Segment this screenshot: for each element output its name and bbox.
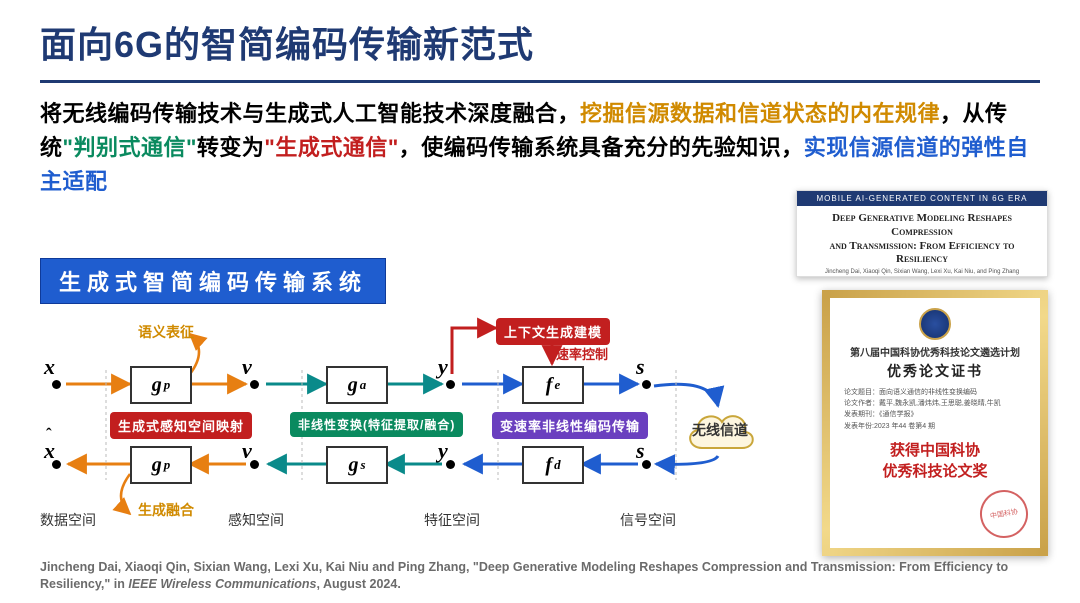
citation: Jincheng Dai, Xiaoqi Qin, Sixian Wang, L… <box>40 559 1040 593</box>
body-seg4: "判别式通信" <box>63 135 197 160</box>
box-gp1: gp <box>130 366 192 404</box>
var-s: s <box>636 354 645 380</box>
page-title: 面向6G的智简编码传输新范式 <box>40 16 1040 68</box>
dot-x <box>52 380 61 389</box>
cloud-label: 无线信道 <box>692 423 748 438</box>
pill-context: 上下文生成建模 <box>496 318 610 345</box>
cert-award: 获得中国科协优秀科技论文奖 <box>840 440 1030 482</box>
ann-fuse: 生成融合 <box>138 500 194 520</box>
section-label: 生成式智简编码传输系统 <box>40 258 386 304</box>
axis-2: 特征空间 <box>424 510 480 530</box>
body-seg5: 转变为 <box>197 135 265 160</box>
paper-thumbnail: MOBILE AI-GENERATED CONTENT IN 6G ERA De… <box>796 190 1048 277</box>
ann-rate: 速率控制 <box>556 344 608 363</box>
ann-sem: 语义表征 <box>138 322 194 342</box>
cert-meta: 论文题目：面向语义通信的非线性变换编码 论文作者：戴平,魏永凯,潘炜炜,王思聪,… <box>844 387 1026 432</box>
cloud-channel: 无线信道 <box>682 402 758 460</box>
paper-bar: MOBILE AI-GENERATED CONTENT IN 6G ERA <box>797 191 1047 206</box>
paper-title: Deep Generative Modeling Reshapes Compre… <box>797 206 1047 269</box>
var-y: y <box>438 354 448 380</box>
cert-line1: 第八届中国科协优秀科技论文遴选计划 <box>840 344 1030 359</box>
dot-s <box>642 380 651 389</box>
axis-0: 数据空间 <box>40 510 96 530</box>
pill-red: 生成式感知空间映射 <box>110 412 252 439</box>
box-fe: fe <box>522 366 584 404</box>
var-yh: ˆy <box>438 438 448 464</box>
paper-authors: Jincheng Dai, Xiaoqi Qin, Sixian Wang, L… <box>797 269 1047 275</box>
dot-vh <box>250 460 259 469</box>
cert-badge-icon <box>919 308 951 340</box>
axis-1: 感知空间 <box>228 510 284 530</box>
dot-sh <box>642 460 651 469</box>
title-bar: 面向6G的智简编码传输新范式 <box>0 0 1080 74</box>
cert-line2: 优秀论文证书 <box>840 361 1030 381</box>
body-text: 将无线编码传输技术与生成式人工智能技术深度融合，挖掘信源数据和信道状态的内在规律… <box>0 83 1080 199</box>
certificate: 第八届中国科协优秀科技论文遴选计划 优秀论文证书 论文题目：面向语义通信的非线性… <box>822 290 1048 556</box>
cert-seal-icon: 中国科协 <box>976 486 1032 542</box>
body-seg1: 将无线编码传输技术与生成式人工智能技术深度融合， <box>40 101 580 126</box>
box-ga: ga <box>326 366 388 404</box>
var-vh: ˆv <box>242 438 252 464</box>
var-x: x <box>44 354 55 380</box>
box-fd: fd <box>522 446 584 484</box>
body-seg6: "生成式通信" <box>264 135 398 160</box>
axis-3: 信号空间 <box>620 510 676 530</box>
box-gp2: gp <box>130 446 192 484</box>
dot-v <box>250 380 259 389</box>
dot-y <box>446 380 455 389</box>
box-gs: gs <box>326 446 388 484</box>
body-seg7: ，使编码传输系统具备充分的先验知识， <box>399 135 804 160</box>
pill-green: 非线性变换(特征提取/融合) <box>290 412 463 437</box>
var-v: v <box>242 354 252 380</box>
dot-xh <box>52 460 61 469</box>
pill-purple: 变速率非线性编码传输 <box>492 412 648 439</box>
body-seg2: 挖掘信源数据和信道状态的内在规律 <box>580 101 940 126</box>
system-diagram: x v y s ˆx ˆv ˆy ˆs gp gp ga gs fe fd 生成… <box>40 310 780 530</box>
dot-yh <box>446 460 455 469</box>
